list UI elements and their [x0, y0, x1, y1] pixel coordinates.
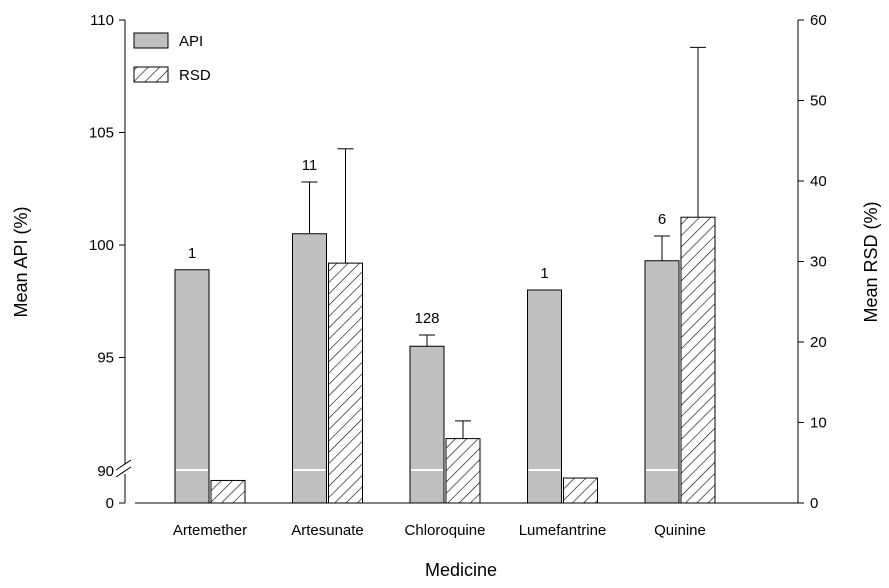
annotation-4: 6: [658, 211, 666, 228]
category-label-2: Chloroquine: [405, 522, 486, 539]
category-label-1: Artesunate: [291, 522, 364, 539]
bar-rsd-3: [563, 477, 598, 504]
legend-swatch-api: [133, 32, 169, 49]
axis-break-mark-1: [115, 459, 132, 471]
right-tick-label-1: 10: [810, 415, 827, 432]
right-tick-label-3: 30: [810, 254, 827, 271]
annotation-0: 1: [188, 245, 196, 262]
bar-api-2: [409, 345, 445, 504]
bar-api-0: [174, 269, 210, 504]
right-tick-label-6: 60: [810, 12, 827, 29]
right-tick-label-0: 0: [810, 495, 818, 512]
legend-label-api: API: [179, 33, 203, 50]
category-label-3: Lumefantrine: [519, 522, 607, 539]
left-tick-label-1: 100: [89, 237, 114, 254]
legend-label-rsd: RSD: [179, 67, 211, 84]
bar-api-1: [292, 233, 327, 504]
legend-swatch-rsd: [133, 66, 169, 83]
bar-api-3: [527, 289, 562, 504]
left-tick-label-break: 90: [97, 463, 114, 480]
annotation-3: 1: [540, 265, 548, 282]
bar-rsd-4: [680, 216, 716, 504]
bar-rsd-0: [210, 479, 246, 504]
annotation-1: 11: [302, 157, 318, 174]
left-tick-label-2: 105: [89, 125, 114, 142]
category-label-0: Artemether: [173, 522, 247, 539]
bar-rsd-1: [328, 262, 363, 504]
bar-api-4: [644, 260, 680, 504]
right-axis-title: Mean RSD (%): [861, 201, 881, 322]
left-axis-title: Mean API (%): [11, 206, 31, 317]
left-tick-label-3: 110: [90, 12, 114, 29]
bar-rsd-2: [445, 438, 481, 504]
right-tick-label-4: 40: [810, 173, 827, 190]
legend: API RSD: [133, 32, 211, 84]
category-label-4: Quinine: [654, 522, 706, 539]
left-tick-label-zero: 0: [106, 495, 114, 512]
annotation-2: 128: [414, 310, 439, 327]
right-tick-label-2: 20: [810, 334, 827, 351]
right-tick-label-5: 50: [810, 93, 827, 110]
x-axis-title: Medicine: [425, 560, 497, 580]
left-tick-label-0: 95: [97, 350, 114, 367]
axis-break-mark-2: [115, 466, 132, 478]
